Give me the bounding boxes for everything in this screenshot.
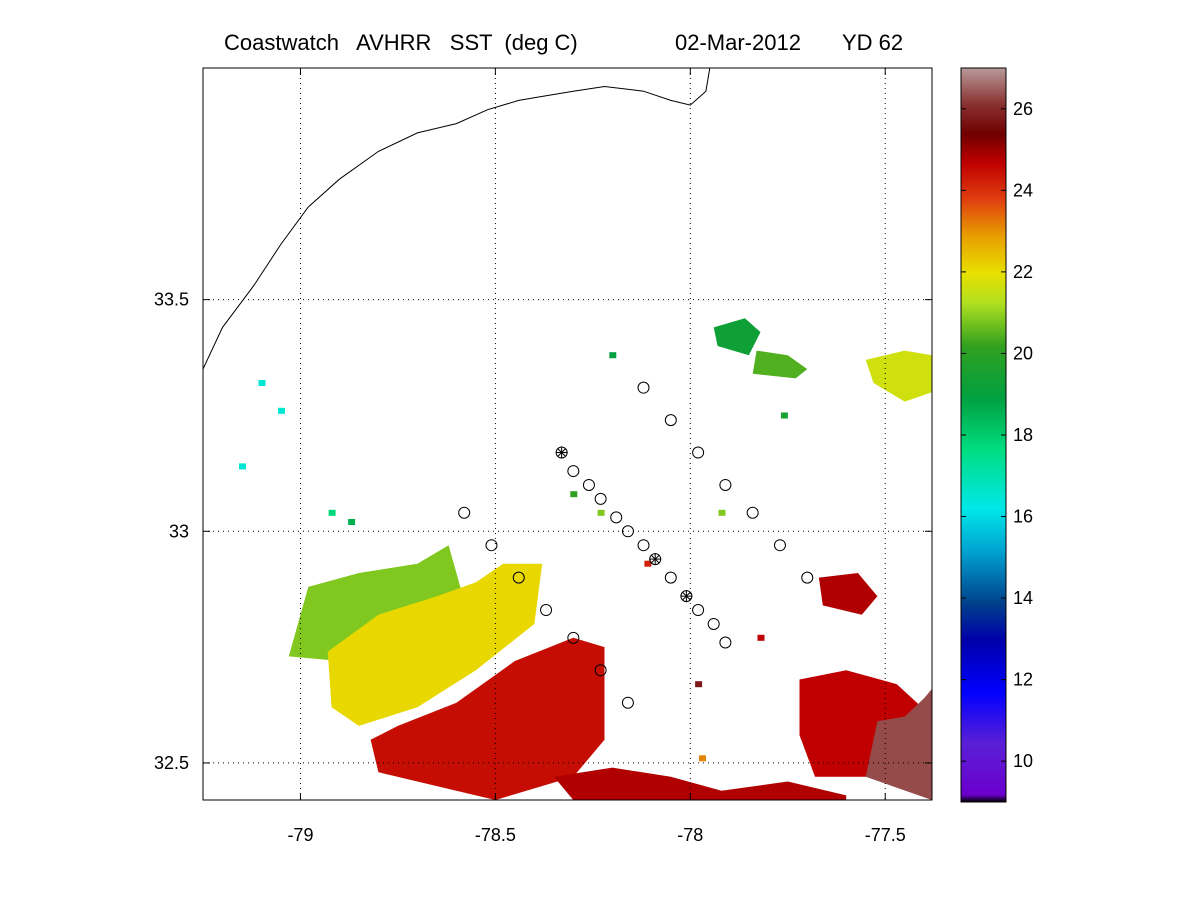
grid-lines (203, 68, 932, 800)
star-cross-icon (680, 590, 693, 603)
colorbar-tick-label: 18 (1013, 425, 1033, 445)
colorbar-tick-label: 10 (1013, 751, 1033, 771)
sst-pixel (278, 407, 285, 414)
stations-layer (458, 381, 814, 709)
y-tick-label: 33.5 (154, 290, 189, 310)
colorbar-tick-label: 26 (1013, 99, 1033, 119)
sst-pixel (699, 755, 706, 762)
star-cross-icon (555, 446, 568, 459)
y-tick-label: 32.5 (154, 753, 189, 773)
sst-region-yellow-core (327, 563, 543, 726)
sst-region-cool-northwest-patch (288, 545, 465, 661)
sst-pixel (644, 560, 652, 567)
station-marker (664, 414, 677, 427)
station-marker (567, 465, 580, 478)
sst-pixel (348, 519, 356, 525)
station-marker (567, 631, 580, 644)
station-marker (610, 511, 623, 524)
star-stroke (650, 554, 660, 564)
x-tick-label: -79 (287, 825, 313, 845)
station-marker (664, 571, 677, 584)
sst-region-northeast-dark-green (713, 318, 761, 356)
chart-title-product: Coastwatch AVHRR SST (deg C) (224, 30, 578, 55)
star-cross-icon (649, 553, 662, 566)
x-tick-label: -77.5 (865, 825, 906, 845)
station-marker (621, 696, 634, 709)
station-marker (512, 571, 525, 584)
sst-pixel (609, 352, 617, 359)
sst-region-southern-strip (553, 767, 847, 800)
sst-region-northeast-green (752, 350, 808, 379)
y-tick-label: 33 (169, 521, 189, 541)
sst-pixel (757, 634, 765, 641)
sst-pixel (570, 491, 578, 498)
station-marker (582, 478, 595, 491)
station-marker (692, 604, 705, 617)
sst-field-layer (239, 318, 932, 800)
colorbar-tick-label: 14 (1013, 588, 1033, 608)
colorbar-tick-label: 22 (1013, 262, 1033, 282)
station-marker (637, 381, 650, 394)
sst-region-east-red-blob (818, 573, 878, 615)
station-marker (692, 446, 705, 459)
station-marker (594, 492, 607, 505)
station-marker (746, 506, 759, 519)
sst-pixel (718, 509, 726, 516)
station-marker (719, 636, 732, 649)
chart-title-date: 02-Mar-2012 (675, 30, 801, 55)
coastline (203, 68, 711, 370)
station-marker (719, 478, 732, 491)
station-marker (540, 604, 553, 617)
colorbar-ticks: 10 12 14 16 18 20 22 24 26 (961, 99, 1033, 771)
station-marker (637, 539, 650, 552)
station-marker (707, 617, 720, 630)
colorbar (960, 67, 1007, 803)
coastline-layer (203, 68, 711, 370)
station-marker (485, 539, 498, 552)
sst-pixel (328, 509, 336, 516)
sst-region-southeast-brown (865, 688, 932, 800)
colorbar-tick-label: 24 (1013, 180, 1033, 200)
sst-pixel (780, 412, 788, 419)
sst-pixel (695, 681, 703, 688)
plot-axes-frame (202, 67, 933, 801)
station-marker (594, 664, 607, 677)
sst-region-warm-front (370, 637, 605, 800)
x-tick-label: -78 (677, 825, 703, 845)
sst-region-northeast-yellow (865, 350, 932, 402)
sst-pixel (258, 380, 266, 386)
star-stroke (682, 591, 691, 601)
station-marker (773, 539, 786, 552)
station-marker (621, 525, 634, 538)
colorbar-tick-label: 20 (1013, 343, 1033, 363)
station-marker (801, 571, 814, 584)
sst-pixel (597, 509, 605, 516)
axis-ticks: -79 -78.5 -78 -77.5 32.5 33 33.5 (154, 68, 932, 845)
colorbar-tick-label: 16 (1013, 507, 1033, 527)
station-marker (458, 506, 471, 519)
colorbar-tick-label: 12 (1013, 670, 1033, 690)
star-stroke (557, 448, 567, 457)
x-tick-label: -78.5 (475, 825, 516, 845)
chart-title-yearday: YD 62 (842, 30, 904, 55)
sst-pixel (239, 463, 246, 470)
